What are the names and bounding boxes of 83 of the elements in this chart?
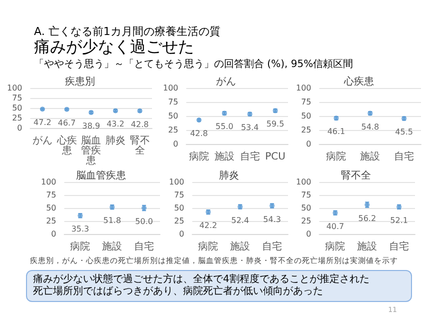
x-tick-label: 病院: [70, 240, 90, 252]
y-tick-label: 100: [296, 178, 312, 186]
x-tick-label: 施設: [357, 240, 378, 252]
y-tick-label: 50: [174, 204, 184, 212]
data-label: 35.3: [71, 224, 90, 234]
data-label: 42.8: [130, 120, 149, 129]
data-label: 54.3: [263, 214, 281, 224]
y-tick-label: 25: [12, 114, 22, 122]
chart-title: 心疾患: [343, 76, 374, 88]
y-tick-label: 0: [173, 140, 178, 148]
y-tick-label: 0: [51, 230, 56, 238]
y-tick-label: 75: [12, 94, 22, 102]
y-tick-label: 50: [301, 204, 312, 212]
y-tick-label: 75: [168, 98, 178, 106]
chart-title: 肺炎: [219, 170, 239, 182]
x-tick-label: 病院: [198, 240, 218, 252]
text: 痛みが少ない状態で過ごせた方は、全体で4割程度であることが推定された: [33, 274, 370, 286]
x-tick-label: 心疾患: [56, 134, 77, 156]
y-tick-label: 75: [301, 190, 312, 200]
chart-title: がん: [216, 76, 236, 88]
y-tick-label: 100: [6, 84, 22, 92]
y-tick-label: 100: [162, 84, 178, 92]
x-tick-label: 肺炎: [105, 134, 126, 146]
y-tick-label: 75: [174, 190, 184, 200]
x-tick-label: 施設: [230, 240, 250, 252]
y-tick-label: 0: [306, 230, 312, 238]
chart-title: 腎不全: [341, 170, 371, 182]
y-tick-label: 50: [12, 104, 22, 112]
x-tick-label: 病院: [325, 240, 346, 252]
y-tick-label: 100: [168, 178, 184, 186]
data-label: 45.5: [395, 128, 413, 137]
y-tick-label: 100: [296, 84, 312, 92]
y-tick-label: 75: [46, 190, 56, 200]
y-tick-label: 25: [46, 216, 56, 226]
data-label: 52.1: [390, 216, 408, 225]
y-tick-label: 0: [306, 140, 312, 148]
x-tick-label: 自宅: [262, 240, 282, 252]
y-tick-label: 0: [179, 230, 184, 238]
text: 痛みが少なく過ごせた: [34, 37, 194, 58]
x-tick-label: 脳血管疾患: [81, 134, 102, 166]
text: 「ややそう思う」～「とてもそう思う」の回答割合 (%), 95%信頼区間: [34, 58, 354, 71]
x-tick-label: 施設: [360, 150, 380, 162]
data-label: 43.2: [106, 120, 124, 129]
y-tick-label: 25: [301, 126, 312, 134]
x-tick-label: 自宅: [394, 150, 414, 162]
y-tick-label: 50: [46, 204, 56, 212]
data-label: 42.2: [199, 221, 218, 230]
text: 死亡場所別ではばらつきがあり、病院死亡者が低い傾向があった: [33, 286, 324, 298]
data-label: 53.4: [240, 123, 259, 132]
y-tick-label: 75: [301, 98, 312, 106]
data-label: 38.9: [82, 121, 100, 130]
x-tick-label: 自宅: [389, 240, 410, 252]
data-label: 42.8: [190, 129, 208, 138]
y-tick-label: 25: [301, 216, 312, 226]
x-tick-label: 病院: [188, 150, 209, 162]
data-label: 54.8: [361, 122, 380, 132]
data-label: 51.8: [103, 216, 122, 226]
x-tick-label: 自宅: [240, 150, 260, 162]
y-tick-label: 0: [17, 124, 22, 132]
data-label: 47.2: [34, 118, 52, 128]
data-label: 50.0: [135, 217, 153, 226]
x-tick-label: がん: [32, 136, 52, 146]
x-tick-label: 施設: [214, 150, 234, 162]
chart-title: 疾患別: [65, 76, 95, 88]
x-tick-label: 病院: [326, 150, 346, 162]
x-tick-label: 施設: [102, 240, 122, 252]
data-label: 52.4: [231, 216, 250, 225]
y-tick-label: 25: [174, 216, 184, 226]
data-label: 56.2: [358, 214, 376, 223]
chart-title: 脳血管疾患: [76, 170, 126, 182]
x-tick-label: 自宅: [134, 240, 154, 252]
data-label: 46.7: [58, 118, 76, 128]
data-label: 59.5: [266, 120, 284, 129]
y-tick-label: 25: [168, 126, 178, 134]
y-tick-label: 50: [168, 112, 178, 120]
text: A. 亡くなる前1カ月間の療養生活の質: [34, 24, 220, 38]
data-label: 46.1: [327, 127, 346, 136]
data-label: 40.7: [326, 222, 344, 231]
x-tick-label: PCU: [265, 152, 286, 162]
data-label: 55.0: [216, 122, 234, 132]
x-tick-label: 腎不全: [130, 134, 150, 156]
y-tick-label: 100: [40, 178, 56, 186]
y-tick-label: 50: [301, 112, 312, 120]
